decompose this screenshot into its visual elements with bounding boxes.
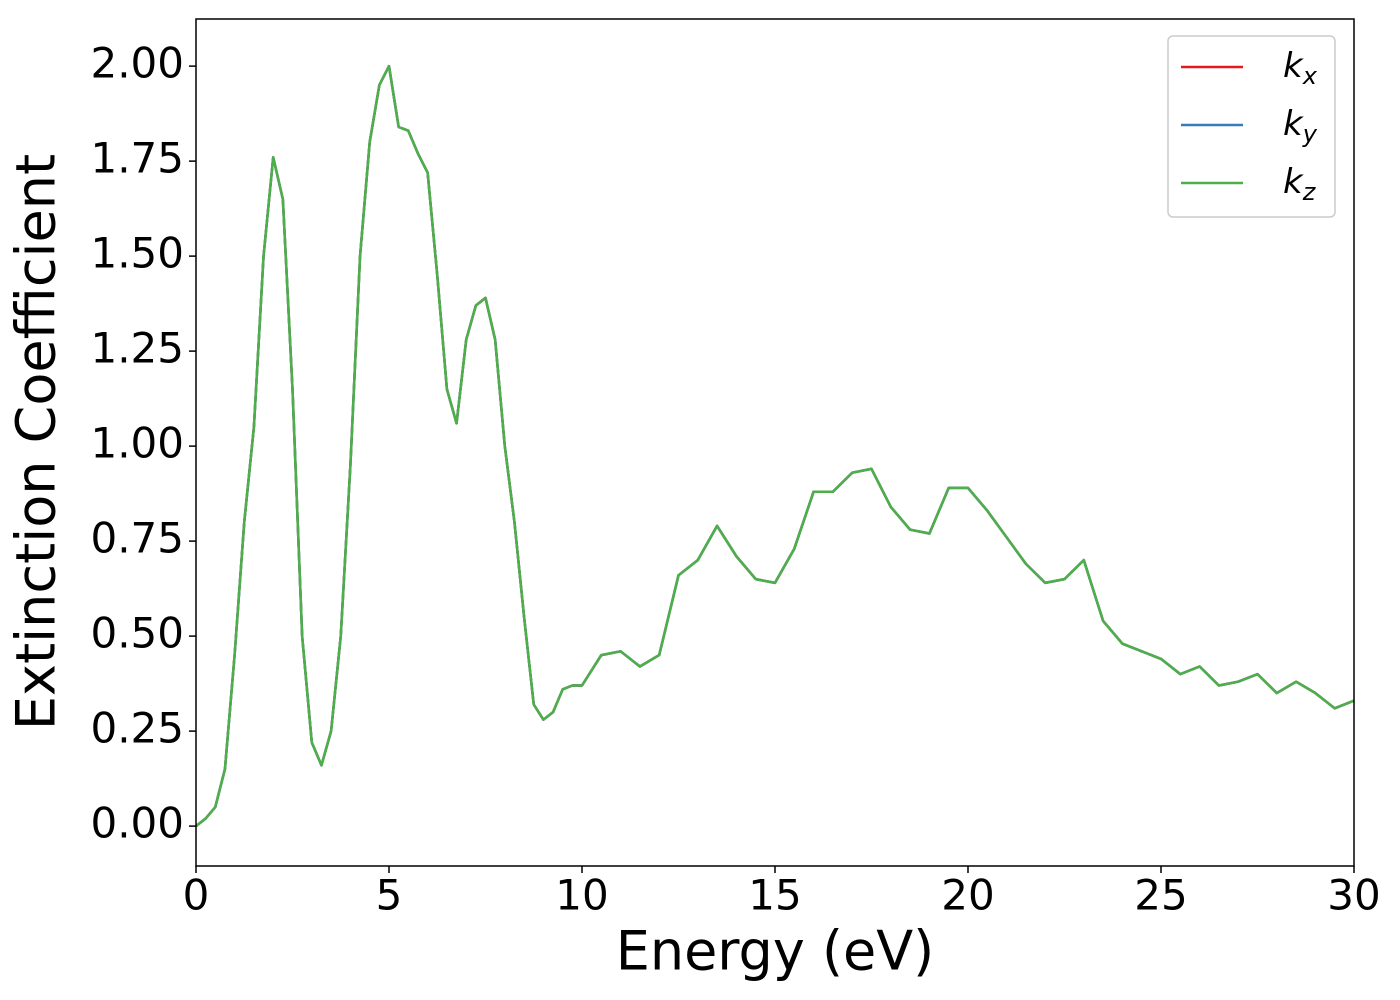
y-tick-label: 0.25	[90, 704, 184, 753]
y-tick-label: 0.75	[90, 514, 184, 563]
x-axis-label: Energy (eV)	[616, 920, 935, 983]
x-tick-label: 5	[376, 871, 403, 920]
y-tick-label: 1.25	[90, 324, 184, 373]
y-tick-label: 0.50	[90, 609, 184, 658]
y-tick-label: 1.50	[90, 229, 184, 278]
x-tick-label: 30	[1327, 871, 1380, 920]
y-tick-label: 1.75	[90, 134, 184, 183]
y-tick-label: 1.00	[90, 419, 184, 468]
x-tick-label: 15	[748, 871, 801, 920]
y-tick-label: 2.00	[90, 39, 184, 88]
x-tick-label: 20	[941, 871, 994, 920]
legend-text: ky	[1283, 104, 1318, 149]
y-tick-label: 0.00	[90, 799, 184, 848]
x-tick-label: 25	[1134, 871, 1187, 920]
data-line	[196, 64, 1354, 828]
x-tick-label: 0	[183, 871, 210, 920]
y-axis-label: Extinction Coefficient	[5, 154, 68, 730]
x-tick-label: 10	[555, 871, 608, 920]
legend-box	[1167, 35, 1336, 218]
legend-text: kz	[1283, 162, 1317, 207]
legend-text: kx	[1283, 46, 1318, 91]
plot-lines	[196, 64, 1354, 828]
plot-frame	[195, 18, 1355, 867]
